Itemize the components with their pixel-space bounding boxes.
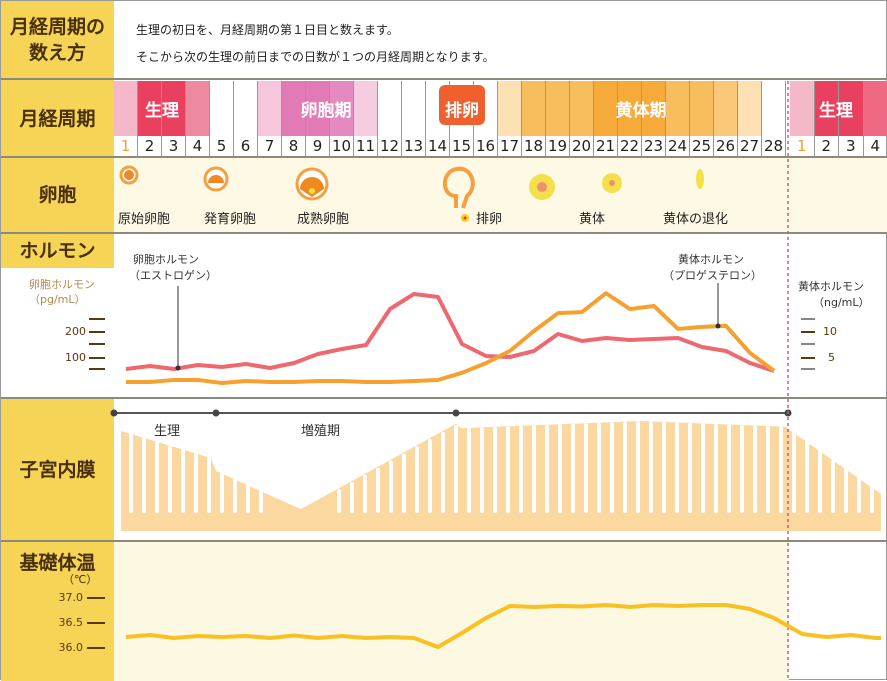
endometrium-gland <box>610 422 614 513</box>
endometrium-gland <box>181 449 185 513</box>
timeline-marker <box>453 410 460 417</box>
endometrium-gland <box>363 475 367 513</box>
endometrium-gland <box>649 421 653 513</box>
corpus-luteum-small-core <box>609 180 615 186</box>
endometrium-gland <box>376 468 380 513</box>
egg-icon <box>309 188 315 194</box>
endometrium-gland <box>467 428 471 513</box>
endometrium-gland <box>766 426 770 513</box>
endometrium-gland <box>675 422 679 513</box>
estrogen-leader-dot <box>176 366 181 371</box>
endometrium-gland <box>246 485 250 514</box>
endometrium-gland <box>480 427 484 513</box>
endometrium-gland <box>662 422 666 513</box>
endometrium-gland <box>441 432 445 513</box>
endometrium-gland <box>402 453 406 513</box>
endometrium-gland <box>727 424 731 513</box>
endometrium-gland <box>129 433 133 513</box>
endometrium-gland <box>233 479 237 513</box>
primordial-follicle-core <box>124 170 134 180</box>
endometrium-gland <box>207 457 211 513</box>
endometrium-gland <box>415 446 419 513</box>
endometrium-gland <box>870 486 874 513</box>
timeline-marker <box>111 410 118 417</box>
endometrium-gland <box>636 421 640 513</box>
endometrium-gland <box>688 423 692 513</box>
endometrium-gland <box>389 461 393 513</box>
endometrium-gland <box>571 424 575 513</box>
endometrium-gland <box>454 425 458 513</box>
endometrium-gland <box>142 437 146 513</box>
progesterone-leader-dot <box>716 324 721 329</box>
endometrium-gland <box>584 423 588 513</box>
endometrium-gland <box>428 439 432 513</box>
endometrium-gland <box>532 425 536 513</box>
endometrium-gland <box>805 441 809 513</box>
endometrium-gland <box>168 445 172 513</box>
endometrium-gland <box>753 425 757 513</box>
timeline-marker <box>213 410 220 417</box>
endometrium-gland <box>350 482 354 513</box>
endometrium-gland <box>337 489 341 513</box>
endometrium-gland <box>779 427 783 513</box>
bbt-line <box>126 605 774 647</box>
endometrium-gland <box>701 423 705 513</box>
egg-nucleus <box>464 217 467 220</box>
endometrium-gland <box>155 441 159 513</box>
regressing-corpus-luteum-icon <box>696 169 704 189</box>
endometrium-gland <box>558 424 562 513</box>
endometrium-gland <box>714 424 718 513</box>
endometrium-gland <box>818 450 822 513</box>
bbt-next-cycle-line <box>774 618 881 638</box>
ovulating-follicle-icon <box>445 169 473 208</box>
endometrium-gland <box>857 477 861 513</box>
endometrium-gland <box>493 427 497 513</box>
endometrium-gland <box>194 453 198 513</box>
endometrium-gland <box>623 422 627 513</box>
corpus-luteum-core <box>537 182 547 192</box>
endometrium-gland <box>844 468 848 513</box>
endometrium-gland <box>259 490 263 513</box>
endometrium-gland <box>506 426 510 513</box>
endometrium-gland <box>545 425 549 513</box>
endometrium-gland <box>740 425 744 513</box>
endometrium-gland <box>220 473 224 513</box>
endometrium-gland <box>597 423 601 513</box>
endometrium-gland <box>831 459 835 513</box>
endometrium-gland <box>792 432 796 513</box>
estrogen-line <box>126 294 774 371</box>
endometrium-gland <box>519 426 523 513</box>
